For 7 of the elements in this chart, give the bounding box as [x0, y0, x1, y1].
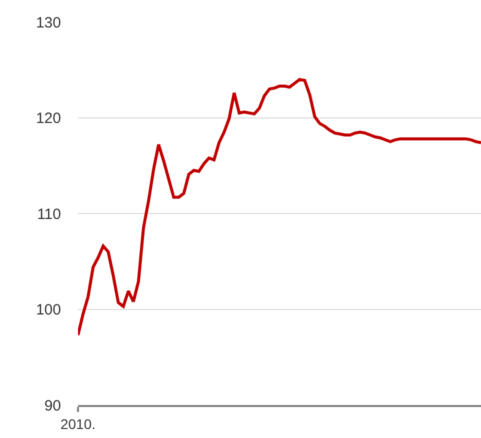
- y-tick-label: 100: [36, 302, 61, 318]
- y-tick-label: 120: [36, 110, 61, 127]
- y-tick-label: 110: [37, 206, 61, 223]
- line-series: [78, 78, 481, 337]
- y-tick-label: 90: [44, 397, 61, 414]
- x-tick-label: 2010.: [60, 416, 96, 432]
- y-tick-label: 130: [36, 14, 61, 32]
